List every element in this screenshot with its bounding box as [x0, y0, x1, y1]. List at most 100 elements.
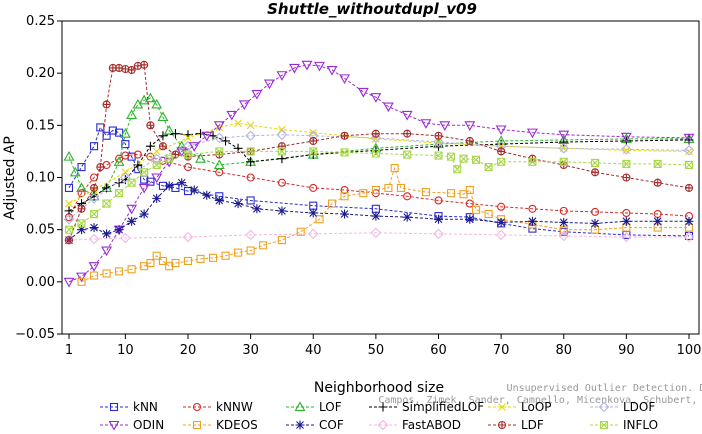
- data-point-ldof: [685, 146, 694, 155]
- chart: Shuttle_withoutdupl_v09 −0.050.000.050.1…: [0, 0, 702, 434]
- data-point-simplifiedlof: [277, 154, 286, 163]
- data-point-inflo: [91, 211, 98, 218]
- data-point-cof: [340, 210, 349, 219]
- data-point-ldf: [341, 132, 348, 139]
- data-point-ldf: [91, 184, 98, 191]
- data-point-cof: [202, 191, 211, 200]
- x-tick-label: 100: [677, 343, 702, 358]
- y-tick-label: 0.20: [26, 66, 55, 81]
- data-point-cof: [371, 212, 380, 221]
- legend-item-odin: ODIN: [100, 418, 164, 432]
- data-point-kdeos: [473, 206, 480, 213]
- legend-label-cof: COF: [319, 418, 344, 432]
- legend-label-fastabod: FastABOD: [402, 418, 461, 432]
- x-tick-label: 40: [305, 343, 322, 358]
- data-point-loop: [66, 200, 73, 207]
- y-axis-title: Adjusted AP: [2, 136, 18, 220]
- data-point-cof: [215, 196, 224, 205]
- data-point-odin: [240, 101, 249, 109]
- data-point-inflo: [460, 155, 467, 162]
- legend-label-lof: LOF: [319, 400, 342, 414]
- y-tick-label: 0.25: [26, 14, 55, 29]
- data-point-ldf: [372, 130, 379, 137]
- data-point-odin: [359, 88, 368, 96]
- x-tick-label: 80: [555, 343, 572, 358]
- data-point-inflo: [103, 200, 110, 207]
- legend-label-ldof: LDOF: [623, 400, 655, 414]
- data-point-cof: [90, 223, 99, 232]
- data-point-inflo: [66, 226, 73, 233]
- x-tick-label: 60: [430, 343, 447, 358]
- y-tick-label: 0.15: [26, 118, 55, 133]
- legend-marker-cof: [296, 421, 305, 430]
- data-point-cof: [591, 219, 600, 228]
- legend-label-inflo: INFLO: [623, 418, 658, 432]
- data-point-odin: [65, 278, 74, 286]
- data-point-ldf: [159, 143, 166, 150]
- data-point-cof: [653, 217, 662, 226]
- legend-item-fastabod: FastABOD: [369, 418, 461, 432]
- series-layer: [65, 61, 694, 286]
- data-point-cof: [140, 210, 149, 219]
- data-point-odin: [528, 129, 537, 137]
- y-tick-label: 0.05: [26, 223, 55, 238]
- data-point-knn: [66, 184, 73, 191]
- legend-label-simplifiedlof: SimplifiedLOF: [402, 400, 484, 414]
- legend-marker-ldf: [499, 422, 506, 429]
- data-point-cof: [115, 225, 124, 234]
- series-lof: [65, 94, 694, 200]
- legend-label-kdeos: KDEOS: [216, 418, 258, 432]
- series-line-odin: [69, 65, 689, 282]
- data-point-inflo: [454, 166, 461, 173]
- data-point-ldf: [404, 130, 411, 137]
- legend-item-lof: LOF: [286, 400, 342, 414]
- x-tick-label: 30: [242, 343, 259, 358]
- data-point-odin: [440, 122, 449, 130]
- data-point-ldf: [466, 137, 473, 144]
- legend-item-cof: COF: [286, 418, 344, 432]
- data-point-kdeos: [260, 242, 267, 249]
- data-point-ldf: [592, 169, 599, 176]
- data-point-ldf: [141, 61, 148, 68]
- data-point-ldf: [97, 164, 104, 171]
- data-point-knn: [78, 164, 85, 171]
- y-tick-label: 0.10: [26, 171, 55, 186]
- data-point-cof: [165, 181, 174, 190]
- data-point-odin: [403, 111, 412, 119]
- x-axis-title: Neighborhood size: [314, 380, 444, 396]
- data-point-knn: [91, 143, 98, 150]
- data-point-ldf: [686, 184, 693, 191]
- x-axis: 1 10 20 30 40 50 60 70 80 90 100: [65, 334, 702, 358]
- x-tick-label: 20: [180, 343, 197, 358]
- data-point-cof: [102, 229, 111, 238]
- data-point-inflo: [686, 161, 693, 168]
- legend-label-odin: ODIN: [133, 418, 164, 432]
- data-point-cof: [434, 215, 443, 224]
- data-point-lof: [65, 152, 74, 160]
- data-point-cof: [177, 178, 186, 187]
- data-point-cof: [497, 218, 506, 227]
- data-point-ldf: [103, 101, 110, 108]
- legend-item-ldf: LDF: [488, 418, 544, 432]
- series-fastabod: [65, 228, 694, 244]
- data-point-cof: [559, 218, 568, 227]
- legend-item-kdeos: KDEOS: [183, 418, 258, 432]
- data-point-loop: [247, 122, 254, 129]
- data-point-inflo: [448, 153, 455, 160]
- data-point-cof: [622, 217, 631, 226]
- data-point-ldf: [498, 148, 505, 155]
- data-point-cof: [127, 217, 136, 226]
- series-kdeos: [78, 165, 692, 286]
- data-point-cof: [190, 186, 199, 195]
- series-line-lof: [69, 98, 689, 196]
- legend-item-inflo: INFLO: [590, 418, 658, 432]
- watermark-line-1: Unsupervised Outlier Detection. DAMI, 20…: [507, 383, 702, 394]
- data-point-inflo: [404, 151, 411, 158]
- x-tick-label: 90: [618, 343, 635, 358]
- data-point-cof: [465, 215, 474, 224]
- y-axis: −0.05 0.00 0.05 0.10 0.15 0.20 0.25: [15, 14, 62, 342]
- data-point-cof: [277, 206, 286, 215]
- y-tick-label: 0.00: [26, 275, 55, 290]
- x-tick-label: 70: [493, 343, 510, 358]
- chart-title: Shuttle_withoutdupl_v09: [267, 0, 477, 18]
